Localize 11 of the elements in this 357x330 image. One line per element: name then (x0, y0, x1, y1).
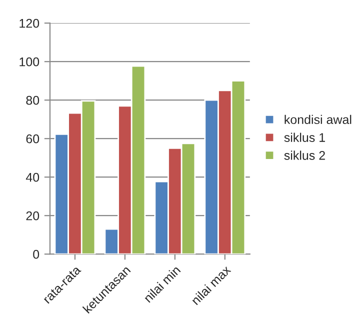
y-tick-label: 120 (20, 18, 40, 28)
legend-label: siklus 1 (284, 132, 325, 142)
x-tick-label: nilai max (190, 264, 232, 306)
y-tick-label: 80 (26, 96, 40, 105)
y-tick-label: 60 (26, 134, 40, 144)
y-tick-label: 0 (33, 250, 40, 259)
legend-label: kondisi awal (284, 114, 352, 124)
legend-label: siklus 2 (284, 150, 325, 160)
y-tick-label: 20 (26, 211, 40, 220)
y-tick-label: 40 (26, 172, 40, 182)
y-tick-label: 100 (20, 57, 40, 66)
